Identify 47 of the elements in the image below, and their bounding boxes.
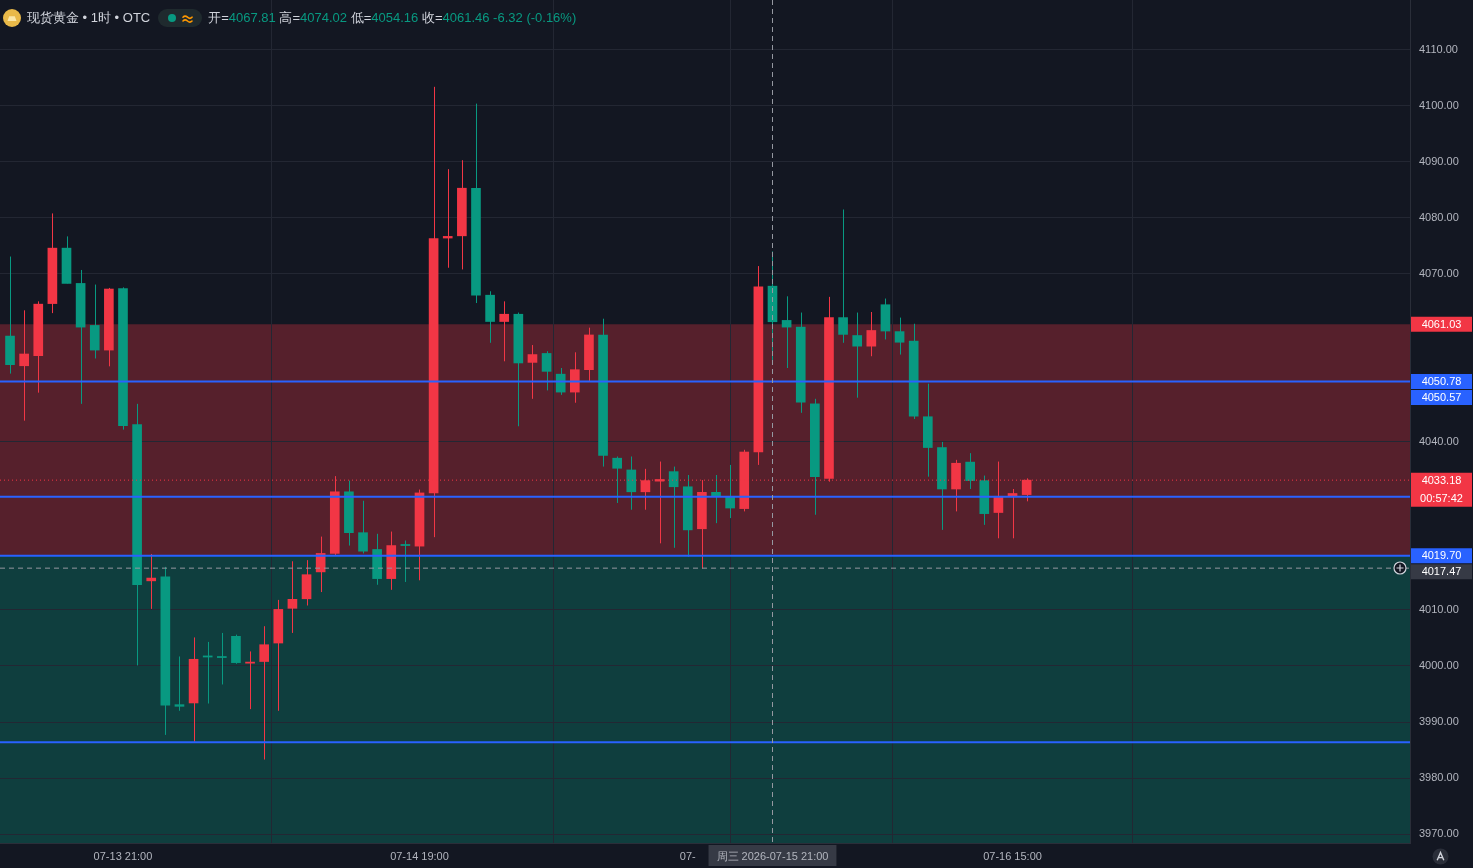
- text: 开=4067.81 高=4074.02 低=4054.16 收=4061.46 -6.32 (-0.16%): [208, 10, 577, 25]
- candlestick: [569, 351, 580, 404]
- candlestick: [894, 317, 905, 356]
- candlestick: [146, 553, 157, 610]
- y-tick-label: 4080.00: [1419, 210, 1459, 223]
- candlestick: [711, 474, 721, 524]
- band-label: 4061.03: [1421, 317, 1462, 330]
- y-tick-label: 3970.00: [1419, 827, 1459, 840]
- candlestick: [216, 632, 227, 685]
- candlestick: [19, 309, 29, 422]
- ref-line-label: 4033.18 00:57:42: [1420, 473, 1463, 504]
- ref-line-label: 4017.47: [1421, 565, 1462, 578]
- y-tick-label: 4000.00: [1419, 659, 1459, 672]
- candlestick: [626, 456, 637, 511]
- y-tick-label: 4070.00: [1419, 266, 1459, 279]
- candlestick: [400, 540, 411, 583]
- y-tick-label: 4040.00: [1419, 434, 1459, 447]
- text: 4050.57: [1421, 391, 1462, 404]
- y-tick-label: 4110.00: [1419, 42, 1458, 55]
- x-tick-label: 07-14 19:00: [390, 849, 449, 862]
- candlestick: [965, 452, 975, 490]
- candlestick: [287, 560, 298, 634]
- candlestick: [174, 655, 185, 712]
- candlestick: [245, 650, 255, 710]
- candlestick: [541, 350, 552, 391]
- ref-line-label: 4019.70: [1421, 549, 1462, 562]
- candlestick: [852, 312, 863, 399]
- text: 现货黄金 • 1时 • OTC: [27, 9, 151, 27]
- y-tick-label: 4100.00: [1419, 98, 1459, 111]
- candlestick: [612, 456, 623, 504]
- x-tick-label: 07-16 15:00: [983, 849, 1042, 862]
- y-tick-label: 4010.00: [1419, 603, 1459, 616]
- candlestick: [838, 208, 848, 344]
- y-tick-label: 3990.00: [1419, 715, 1459, 728]
- y-tick-label: 4090.00: [1419, 154, 1459, 167]
- candlestick: [358, 500, 368, 554]
- x-tick-label: 07-13 21:00: [93, 849, 153, 862]
- candlestick: [1007, 488, 1018, 539]
- candlestick: [527, 344, 538, 400]
- candlestick: [866, 311, 877, 357]
- x-tick-label: 周三 2026-07-15 21:00: [716, 849, 829, 862]
- y-tick-label: 3980.00: [1419, 771, 1459, 784]
- candlestick: [499, 300, 510, 362]
- ref-line-label: 4050.78: [1421, 375, 1462, 388]
- x-tick-label: 07-: [679, 849, 697, 862]
- candlestick: [259, 625, 270, 761]
- candlestick: [668, 466, 679, 549]
